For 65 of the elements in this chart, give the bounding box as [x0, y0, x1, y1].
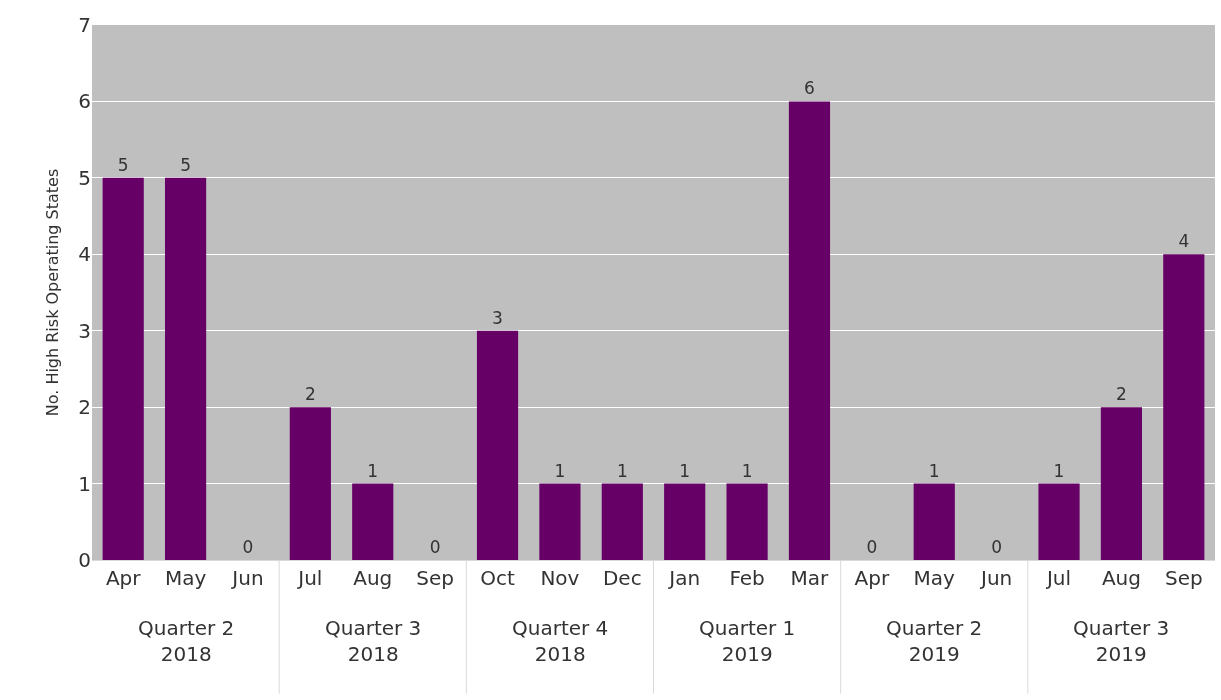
data-label: 0	[866, 537, 878, 557]
data-label: 5	[117, 154, 129, 175]
bar	[664, 483, 706, 560]
data-label: 1	[741, 460, 753, 481]
x-tick-label: May	[913, 566, 956, 590]
y-tick-label: 2	[78, 395, 91, 420]
y-tick-label: 5	[78, 165, 91, 190]
bar	[601, 483, 643, 560]
y-axis-title: No. High Risk Operating States	[43, 168, 63, 417]
data-label: 1	[1053, 460, 1065, 481]
data-label: 5	[180, 154, 191, 175]
data-label: 6	[804, 78, 815, 99]
y-tick-label: 6	[78, 89, 91, 114]
bar	[476, 330, 519, 560]
y-tick-label: 4	[78, 242, 91, 267]
bar	[539, 483, 581, 560]
data-label: 2	[1116, 384, 1127, 405]
y-tick-label: 3	[78, 318, 91, 343]
text: Quarter 3 2019	[1073, 616, 1170, 666]
x-tick-label: Aug	[353, 566, 393, 590]
data-label: 1	[928, 460, 940, 481]
bar	[289, 407, 331, 560]
bar	[1038, 483, 1080, 560]
data-label: 1	[367, 460, 379, 481]
x-tick-label: Jun	[230, 566, 264, 590]
data-label: 3	[492, 307, 503, 328]
x-tick-label: May	[164, 566, 207, 590]
x-tick-label: Apr	[854, 566, 890, 590]
bar	[1100, 407, 1142, 560]
x-tick-label: Oct	[480, 566, 515, 590]
x-tick-label: Jan	[667, 566, 701, 590]
bar	[913, 483, 955, 560]
x-tick-label: Jul	[296, 566, 323, 590]
y-tick-label: 1	[78, 471, 91, 496]
data-label: 2	[304, 384, 316, 405]
x-tick-label: Aug	[1101, 566, 1141, 590]
bar	[788, 101, 831, 560]
x-tick-label: Jul	[1044, 566, 1072, 590]
text: Quarter 1 2019	[699, 616, 796, 666]
data-label: 4	[1178, 231, 1190, 252]
data-label: 0	[429, 537, 441, 557]
bar	[726, 483, 768, 560]
x-tick-label: Sep	[1164, 566, 1203, 590]
text: Quarter 2 2018	[138, 616, 235, 666]
bar	[1163, 254, 1205, 560]
data-label: 1	[554, 460, 566, 481]
x-tick-label: Apr	[105, 566, 142, 590]
bar	[352, 483, 394, 560]
text: Quarter 4 2018	[512, 616, 609, 666]
bar	[102, 177, 144, 560]
bar	[164, 177, 207, 560]
data-label: 0	[991, 537, 1003, 557]
data-label: 1	[679, 460, 691, 481]
text: Quarter 2 2019	[886, 616, 983, 666]
x-tick-label: Nov	[540, 566, 580, 590]
data-label: 0	[242, 537, 254, 557]
x-tick-label: Sep	[416, 566, 454, 590]
data-label: 1	[616, 460, 628, 481]
y-tick-label: 7	[78, 13, 91, 37]
x-tick-label: Jun	[979, 566, 1013, 590]
x-tick-label: Mar	[790, 566, 830, 590]
x-tick-label: Dec	[602, 566, 642, 590]
text: Quarter 3 2018	[325, 616, 422, 666]
x-tick-label: Feb	[729, 566, 765, 590]
y-tick-label: 0	[78, 548, 91, 572]
